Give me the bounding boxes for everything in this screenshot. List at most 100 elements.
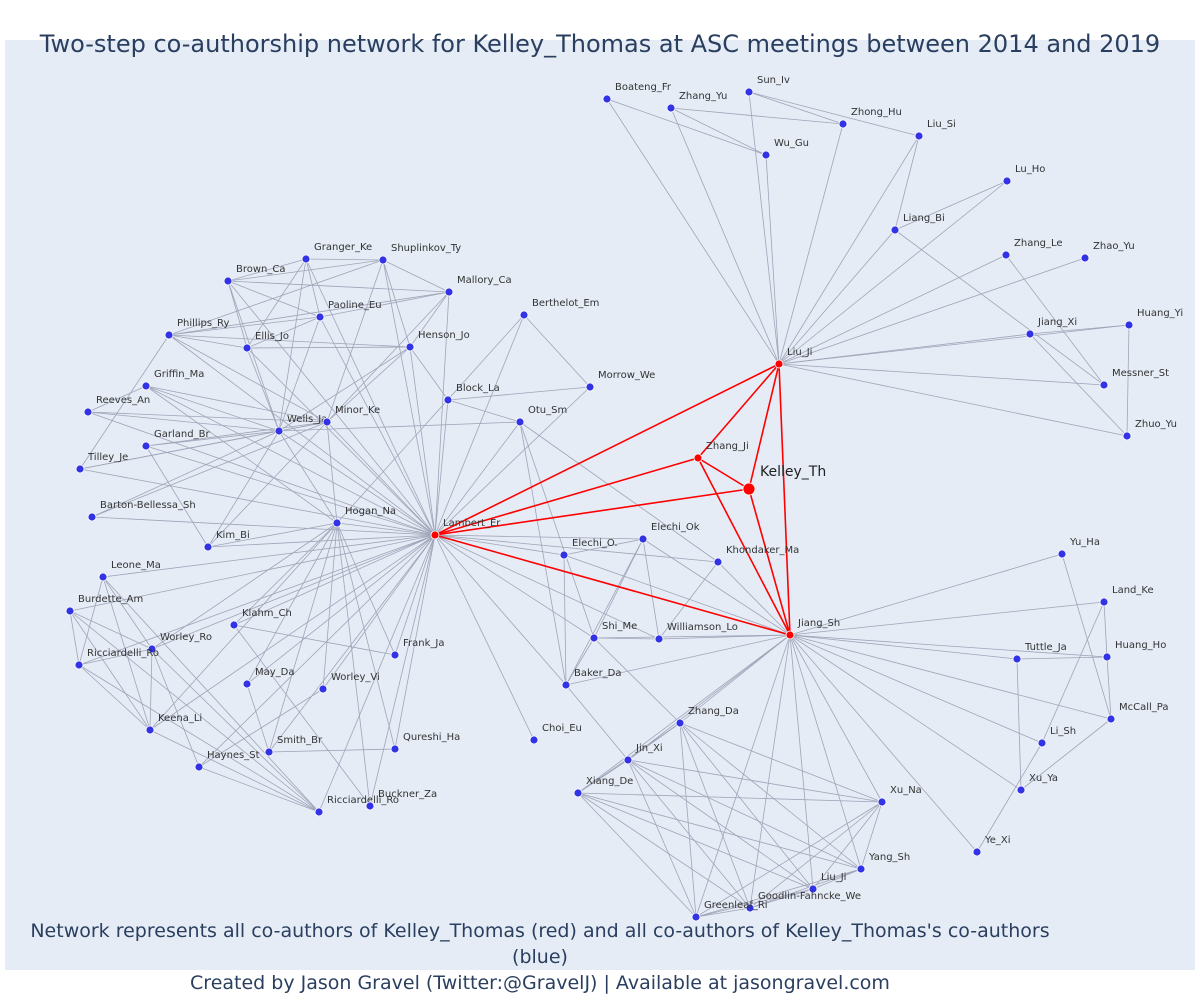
second-step-node[interactable] xyxy=(914,131,924,141)
node-label: Messner_St xyxy=(1112,368,1169,379)
second-step-node[interactable] xyxy=(83,407,93,417)
second-step-node[interactable] xyxy=(972,847,982,857)
second-step-node[interactable] xyxy=(164,330,174,340)
second-step-node[interactable] xyxy=(1037,738,1047,748)
second-step-node[interactable] xyxy=(1016,785,1026,795)
second-step-node[interactable] xyxy=(65,606,75,616)
edge xyxy=(91,430,280,518)
second-step-node[interactable] xyxy=(623,755,633,765)
second-step-node[interactable] xyxy=(1002,176,1012,186)
second-step-node[interactable] xyxy=(559,550,569,560)
second-step-node[interactable] xyxy=(1012,654,1022,664)
second-step-node[interactable] xyxy=(75,464,85,474)
second-step-node[interactable] xyxy=(713,557,723,567)
second-step-node[interactable] xyxy=(242,343,252,353)
second-step-node[interactable] xyxy=(602,94,612,104)
second-step-node[interactable] xyxy=(98,572,108,582)
second-step-node[interactable] xyxy=(141,381,151,391)
coauthor-node[interactable] xyxy=(774,359,784,369)
second-step-node[interactable] xyxy=(856,864,866,874)
second-step-node[interactable] xyxy=(378,255,388,265)
node-label: Choi_Eu xyxy=(542,723,582,734)
second-step-node[interactable] xyxy=(890,225,900,235)
node-label: Frank_Ja xyxy=(403,638,444,649)
second-step-node[interactable] xyxy=(585,382,595,392)
second-step-node[interactable] xyxy=(561,680,571,690)
second-step-node[interactable] xyxy=(332,518,342,528)
second-step-node[interactable] xyxy=(203,542,213,552)
second-step-node[interactable] xyxy=(838,119,848,129)
second-step-node[interactable] xyxy=(675,718,685,728)
edge xyxy=(577,634,791,794)
second-step-node[interactable] xyxy=(194,762,204,772)
second-step-node[interactable] xyxy=(443,395,453,405)
second-step-node[interactable] xyxy=(654,634,664,644)
node-label: Granger_Ke xyxy=(314,242,372,253)
second-step-node[interactable] xyxy=(223,276,233,286)
second-step-node[interactable] xyxy=(638,534,648,544)
node-label: Liu_Si xyxy=(927,119,956,130)
second-step-node[interactable] xyxy=(314,807,324,817)
edge xyxy=(434,399,449,536)
second-step-node[interactable] xyxy=(141,441,151,451)
coauthor-node[interactable] xyxy=(785,630,795,640)
second-step-node[interactable] xyxy=(147,644,157,654)
node-label: Greenleaf_Ri xyxy=(704,900,768,911)
second-step-node[interactable] xyxy=(145,725,155,735)
second-step-node[interactable] xyxy=(365,801,375,811)
edge xyxy=(322,522,338,690)
edge xyxy=(79,468,436,536)
second-step-node[interactable] xyxy=(519,310,529,320)
edge xyxy=(326,259,384,423)
second-step-node[interactable] xyxy=(74,660,84,670)
second-step-node[interactable] xyxy=(1122,431,1132,441)
second-step-node[interactable] xyxy=(444,287,454,297)
second-step-node[interactable] xyxy=(1106,714,1116,724)
second-step-node[interactable] xyxy=(529,735,539,745)
second-step-node[interactable] xyxy=(1025,329,1035,339)
second-step-node[interactable] xyxy=(691,912,701,922)
second-step-node[interactable] xyxy=(242,679,252,689)
second-step-node[interactable] xyxy=(264,747,274,757)
edge xyxy=(246,534,436,685)
second-step-node[interactable] xyxy=(301,254,311,264)
second-step-node[interactable] xyxy=(390,650,400,660)
second-step-node[interactable] xyxy=(1099,597,1109,607)
second-step-node[interactable] xyxy=(1001,250,1011,260)
second-step-node[interactable] xyxy=(515,417,525,427)
second-step-node[interactable] xyxy=(808,884,818,894)
edge xyxy=(778,363,1105,386)
node-label: Paoline_Eu xyxy=(328,300,382,311)
node-label: Jiang_Sh xyxy=(797,618,840,629)
second-step-node[interactable] xyxy=(322,417,332,427)
second-step-node[interactable] xyxy=(1080,253,1090,263)
edge xyxy=(577,792,697,918)
second-step-node[interactable] xyxy=(745,903,755,913)
coauthor-edge xyxy=(434,488,750,536)
second-step-node[interactable] xyxy=(589,633,599,643)
node-label: Goodlin-Fahncke_We xyxy=(758,891,861,902)
coauthor-node[interactable] xyxy=(693,453,703,463)
second-step-node[interactable] xyxy=(315,312,325,322)
second-step-node[interactable] xyxy=(229,620,239,630)
edge xyxy=(434,534,660,640)
coauthor-node[interactable] xyxy=(430,530,440,540)
edge xyxy=(434,314,525,536)
second-step-node[interactable] xyxy=(877,797,887,807)
edge xyxy=(268,748,396,753)
second-step-node[interactable] xyxy=(405,342,415,352)
second-step-node[interactable] xyxy=(1099,380,1109,390)
second-step-node[interactable] xyxy=(274,426,284,436)
coauthor-node[interactable] xyxy=(742,482,756,496)
second-step-node[interactable] xyxy=(318,684,328,694)
second-step-node[interactable] xyxy=(1102,652,1112,662)
second-step-node[interactable] xyxy=(573,788,583,798)
second-step-node[interactable] xyxy=(666,103,676,113)
edge xyxy=(894,229,1105,386)
second-step-node[interactable] xyxy=(744,87,754,97)
second-step-node[interactable] xyxy=(1057,549,1067,559)
second-step-node[interactable] xyxy=(1124,320,1134,330)
second-step-node[interactable] xyxy=(87,512,97,522)
second-step-node[interactable] xyxy=(390,744,400,754)
second-step-node[interactable] xyxy=(761,150,771,160)
